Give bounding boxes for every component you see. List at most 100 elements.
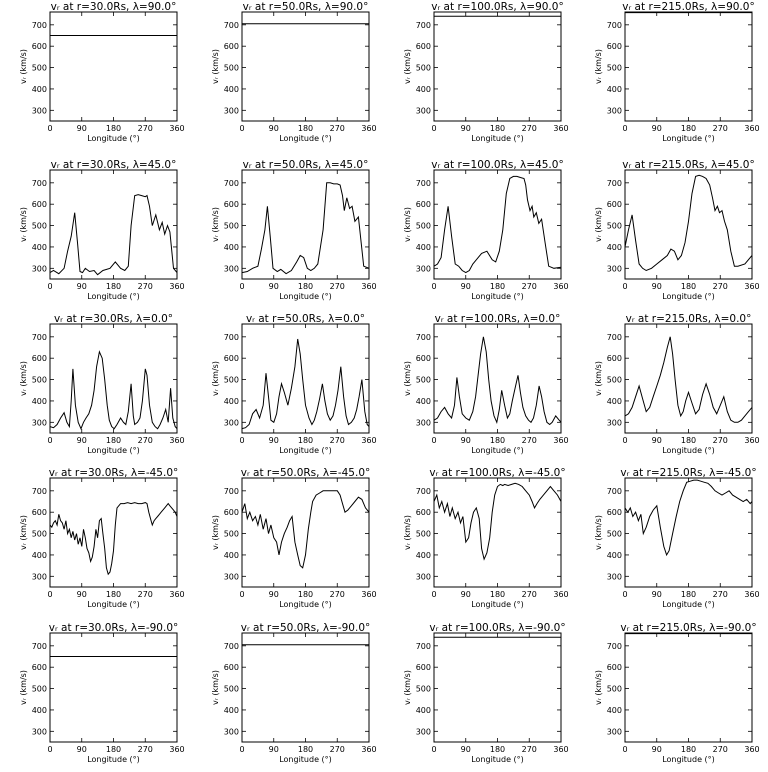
y-tick-label: 400 xyxy=(32,243,47,252)
y-tick-label: 300 xyxy=(32,418,47,427)
x-tick-label: 0 xyxy=(622,124,627,133)
x-tick-label: 0 xyxy=(431,745,436,754)
x-tick-label: 0 xyxy=(239,590,244,599)
x-axis-label: Longitude (°) xyxy=(471,446,524,455)
y-axis-label: vᵣ (km/s) xyxy=(594,207,603,242)
y-tick-label: 300 xyxy=(416,106,431,115)
chart-panel: vᵣ at r=215.0Rs, λ=90.0° vᵣ (km/s) Longitu… xyxy=(594,1,760,143)
x-tick-label: 90 xyxy=(652,124,662,133)
x-tick-label: 90 xyxy=(461,745,471,754)
x-tick-label: 180 xyxy=(298,590,313,599)
y-tick-label: 700 xyxy=(607,487,622,496)
y-tick-label: 500 xyxy=(607,685,622,694)
y-tick-label: 600 xyxy=(32,200,47,209)
x-tick-label: 360 xyxy=(553,745,568,754)
x-tick-label: 180 xyxy=(298,124,313,133)
x-tick-label: 0 xyxy=(431,436,436,445)
y-tick-label: 700 xyxy=(224,179,239,188)
y-tick-label: 300 xyxy=(224,572,239,581)
x-tick-label: 90 xyxy=(652,745,662,754)
x-tick-label: 180 xyxy=(681,590,696,599)
y-tick-label: 300 xyxy=(416,264,431,273)
y-tick-label: 700 xyxy=(224,333,239,342)
plot-frame xyxy=(433,11,562,122)
chart-panel: vᵣ at r=215.0Rs, λ=0.0° vᵣ (km/s) Longitud… xyxy=(594,313,760,455)
y-tick-label: 700 xyxy=(32,333,47,342)
chart-title: vᵣ at r=215.0Rs, λ=90.0° xyxy=(622,1,754,13)
y-tick-label: 400 xyxy=(416,243,431,252)
y-tick-label: 400 xyxy=(32,397,47,406)
x-tick-label: 0 xyxy=(239,124,244,133)
chart-panel: vᵣ at r=100.0Rs, λ=-45.0° vᵣ (km/s) Longit… xyxy=(403,467,569,609)
x-tick-label: 180 xyxy=(490,590,505,599)
x-tick-label: 360 xyxy=(169,436,184,445)
x-tick-label: 270 xyxy=(330,282,345,291)
chart-title: vᵣ at r=50.0Rs, λ=0.0° xyxy=(246,313,365,325)
x-tick-label: 270 xyxy=(713,436,728,445)
y-tick-label: 400 xyxy=(607,85,622,94)
y-tick-label: 500 xyxy=(607,376,622,385)
plot-frame xyxy=(433,477,562,588)
y-tick-label: 600 xyxy=(607,200,622,209)
chart-panel: vᵣ at r=30.0Rs, λ=90.0° vᵣ (km/s) Longitud… xyxy=(19,1,185,143)
y-tick-label: 500 xyxy=(32,530,47,539)
series-line xyxy=(625,336,752,423)
chart-title: vᵣ at r=30.0Rs, λ=90.0° xyxy=(51,1,177,13)
y-tick-label: 700 xyxy=(607,21,622,30)
x-tick-label: 270 xyxy=(138,436,153,445)
x-tick-label: 0 xyxy=(622,436,627,445)
x-axis-label: Longitude (°) xyxy=(662,446,715,455)
x-tick-label: 360 xyxy=(361,124,376,133)
chart-panel: vᵣ at r=215.0Rs, λ=-90.0° vᵣ (km/s) Longit… xyxy=(594,622,760,764)
y-axis-label: vᵣ (km/s) xyxy=(19,49,28,84)
chart-panel: vᵣ at r=30.0Rs, λ=45.0° vᵣ (km/s) Longitud… xyxy=(19,159,185,301)
chart-panel: vᵣ at r=30.0Rs, λ=-45.0° vᵣ (km/s) Longitu… xyxy=(19,467,185,609)
chart-panel: vᵣ at r=30.0Rs, λ=0.0° vᵣ (km/s) Longitude… xyxy=(19,313,185,455)
y-tick-label: 600 xyxy=(607,42,622,51)
y-tick-label: 500 xyxy=(224,64,239,73)
x-tick-label: 90 xyxy=(77,282,87,291)
y-tick-label: 700 xyxy=(32,21,47,30)
chart-title: vᵣ at r=50.0Rs, λ=-45.0° xyxy=(241,467,371,479)
x-tick-label: 90 xyxy=(461,282,471,291)
y-tick-label: 700 xyxy=(416,21,431,30)
chart-panel: vᵣ at r=215.0Rs, λ=45.0° vᵣ (km/s) Longitu… xyxy=(594,159,760,301)
x-tick-label: 0 xyxy=(47,590,52,599)
y-tick-label: 600 xyxy=(224,354,239,363)
y-axis-label: vᵣ (km/s) xyxy=(403,361,412,396)
y-tick-label: 400 xyxy=(607,397,622,406)
x-tick-label: 360 xyxy=(169,745,184,754)
x-tick-label: 180 xyxy=(681,124,696,133)
y-axis-label: vᵣ (km/s) xyxy=(211,49,220,84)
y-tick-label: 700 xyxy=(607,642,622,651)
x-tick-label: 90 xyxy=(269,124,279,133)
chart-title: vᵣ at r=30.0Rs, λ=0.0° xyxy=(54,313,173,325)
x-tick-label: 0 xyxy=(431,282,436,291)
x-axis-label: Longitude (°) xyxy=(471,600,524,609)
x-tick-label: 360 xyxy=(553,590,568,599)
chart-title: vᵣ at r=50.0Rs, λ=90.0° xyxy=(243,1,369,13)
y-tick-label: 600 xyxy=(416,663,431,672)
x-tick-label: 270 xyxy=(138,282,153,291)
x-tick-label: 90 xyxy=(77,124,87,133)
y-tick-label: 300 xyxy=(224,264,239,273)
y-tick-label: 600 xyxy=(32,663,47,672)
plot-frame xyxy=(624,477,753,588)
y-tick-label: 300 xyxy=(416,418,431,427)
y-tick-label: 600 xyxy=(607,508,622,517)
chart-panel: vᵣ at r=100.0Rs, λ=90.0° vᵣ (km/s) Longitu… xyxy=(403,1,569,143)
plot-frame xyxy=(241,323,370,434)
y-tick-label: 400 xyxy=(416,551,431,560)
y-tick-label: 500 xyxy=(224,685,239,694)
series-line xyxy=(434,175,561,274)
chart-panel: vᵣ at r=50.0Rs, λ=0.0° vᵣ (km/s) Longitude… xyxy=(211,313,377,455)
x-tick-label: 270 xyxy=(522,282,537,291)
y-axis-label: vᵣ (km/s) xyxy=(403,207,412,242)
x-tick-label: 180 xyxy=(106,590,121,599)
x-tick-label: 180 xyxy=(106,436,121,445)
x-tick-label: 0 xyxy=(622,590,627,599)
plot-frame xyxy=(49,323,178,434)
y-tick-label: 700 xyxy=(607,179,622,188)
